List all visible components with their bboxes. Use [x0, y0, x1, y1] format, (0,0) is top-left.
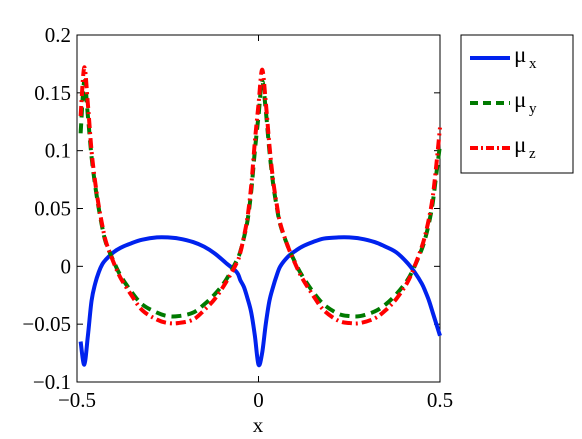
legend-label-y: μ: [514, 87, 526, 112]
x-tick-label: 0: [253, 388, 264, 412]
x-tick-label: 0.5: [427, 388, 453, 412]
x-axis-label: x: [253, 413, 264, 437]
legend-subscript-y: y: [529, 101, 537, 117]
y-tick-label: 0.15: [34, 81, 71, 105]
y-tick-label: −0.1: [33, 370, 71, 394]
legend-subscript-z: z: [529, 146, 536, 162]
y-tick-label: 0.1: [45, 139, 71, 163]
y-tick-label: 0.2: [45, 23, 71, 47]
legend-subscript-x: x: [529, 56, 537, 72]
legend-label-x: μ: [514, 42, 526, 67]
y-tick-label: 0.05: [34, 197, 71, 221]
y-tick-label: −0.05: [22, 312, 71, 336]
legend-label-z: μ: [514, 132, 526, 157]
series-lines: [78, 65, 442, 368]
x-tick-label: −0.5: [58, 388, 96, 412]
y-tick-label: 0: [61, 254, 72, 278]
legend: μ xμ yμ z: [460, 34, 574, 174]
axis-tick-labels: −0.5 0 0.5 −0.1 −0.05 0 0.05 0.1 0.15 0.2: [22, 23, 453, 412]
series-line-x: [78, 235, 442, 368]
